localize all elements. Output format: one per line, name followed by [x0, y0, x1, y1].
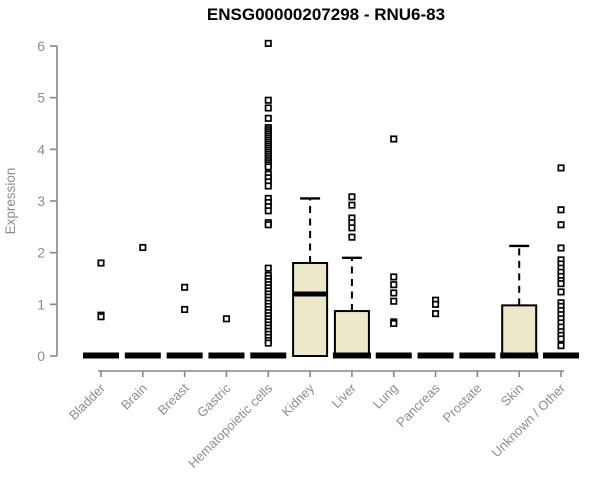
x-category-label: Brain: [118, 381, 150, 413]
outlier-point: [557, 288, 565, 296]
outlier-point: [222, 315, 231, 323]
outlier-point: [264, 264, 272, 272]
outlier-point: [264, 114, 272, 122]
outlier-point: [557, 280, 565, 288]
outlier-point: [432, 300, 440, 308]
outlier-point: [390, 135, 398, 143]
median-bar-zero: [375, 352, 412, 359]
outlier-point: [390, 281, 398, 289]
outlier-point: [264, 163, 272, 171]
outlier-point: [139, 243, 147, 252]
median-bar-zero: [83, 352, 119, 359]
y-axis-title: Expression: [3, 168, 18, 235]
median-bar-zero: [332, 352, 371, 359]
median-bar-zero: [417, 352, 454, 359]
outlier-point: [264, 339, 272, 347]
box-kidney: [292, 261, 329, 357]
outlier-point: [348, 233, 356, 241]
x-category-label: Gastric: [194, 380, 234, 420]
outlier-point: [557, 164, 565, 172]
x-category-label: Breast: [155, 380, 192, 417]
x-category-label: Skin: [498, 381, 526, 409]
outlier-point: [390, 273, 398, 281]
outlier-point: [348, 224, 356, 232]
x-category-label: Kidney: [279, 380, 318, 419]
outlier-point: [97, 313, 105, 321]
outlier-point: [390, 297, 398, 305]
median-bar-zero: [208, 352, 245, 359]
outlier-point: [557, 206, 565, 214]
outlier-point: [181, 283, 189, 291]
y-tick-label: 3: [37, 193, 45, 209]
outlier-point: [348, 193, 356, 201]
boxplot-marks-group: [83, 39, 580, 359]
y-tick-label: 1: [37, 296, 45, 312]
outlier-point: [264, 104, 272, 112]
outlier-point: [390, 319, 398, 327]
outlier-point: [264, 96, 272, 104]
x-category-label: Bladder: [66, 380, 109, 423]
outlier-point: [432, 310, 440, 318]
outlier-point: [557, 244, 565, 252]
y-tick-label: 6: [37, 38, 45, 54]
outlier-point: [264, 39, 272, 47]
outlier-point: [97, 259, 105, 267]
outlier-point: [557, 221, 565, 229]
x-category-label: Unknown / Other: [489, 380, 569, 460]
y-tick-label: 5: [37, 90, 45, 106]
chart-title: ENSG00000207298 - RNU6-83: [207, 5, 445, 24]
box-skin: [501, 304, 538, 358]
outlier-point: [264, 182, 272, 190]
x-category-label: Lung: [370, 381, 401, 412]
median-bar-zero: [166, 352, 203, 359]
outlier-point: [264, 207, 272, 215]
outlier-point: [390, 289, 398, 297]
outlier-point: [181, 305, 189, 314]
median-bar-zero: [500, 352, 539, 359]
outlier-point: [348, 201, 356, 209]
median-bar-zero: [543, 352, 580, 359]
median-bar-zero: [250, 352, 287, 359]
y-tick-label: 0: [37, 348, 45, 364]
median-bar-zero: [459, 352, 496, 359]
box-liver: [333, 310, 370, 357]
outlier-point: [557, 342, 565, 350]
outlier-point: [264, 221, 272, 229]
x-category-label: Liver: [329, 380, 360, 411]
x-category-label: Pancreas: [393, 380, 443, 430]
median-bar-zero: [124, 352, 161, 359]
outlier-point: [557, 335, 565, 343]
x-category-label: Prostate: [440, 381, 485, 426]
y-tick-label: 2: [37, 245, 45, 261]
y-tick-label: 4: [37, 141, 45, 157]
